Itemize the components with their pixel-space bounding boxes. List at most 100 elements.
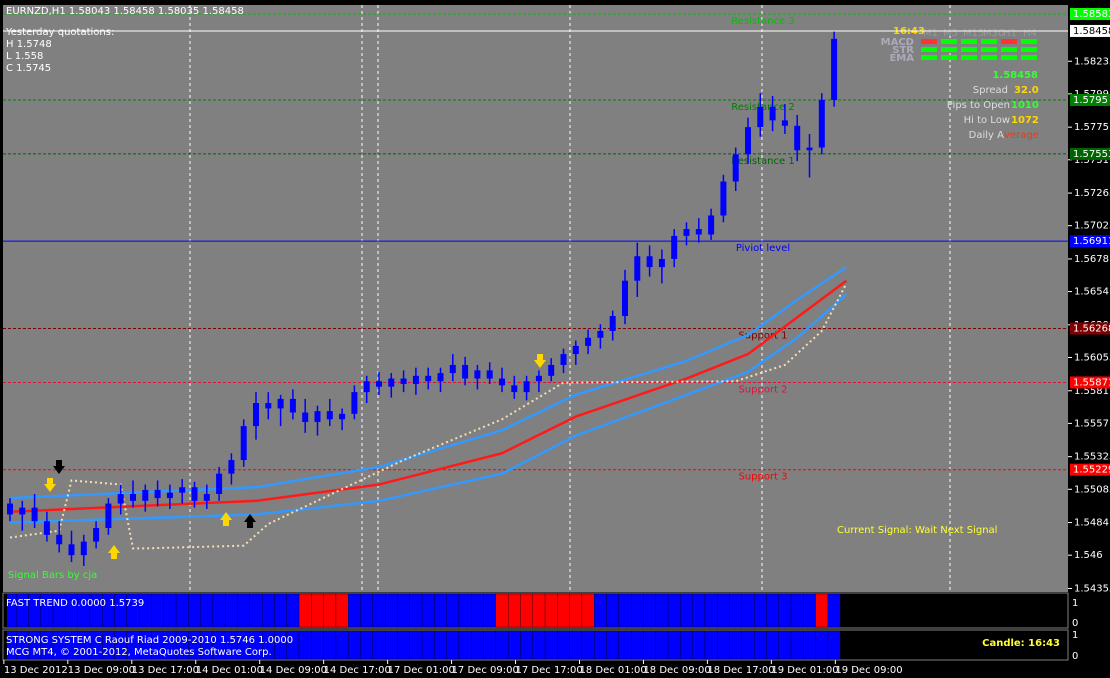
candle-body [449, 364, 456, 374]
hilo-label: Hi to Low [964, 115, 1010, 126]
cell [921, 47, 937, 52]
symbol-line: EURNZD,H1 1.58043 1.58458 1.58035 1.5845… [6, 6, 244, 17]
trend-bar [409, 630, 423, 660]
cell [961, 47, 977, 52]
level-price: 1.5795 [1073, 95, 1108, 106]
candle-body [794, 125, 801, 151]
cell [1021, 55, 1037, 60]
cell [961, 39, 977, 44]
copyright: MCG MT4, © 2001-2012, MetaQuotes Softwar… [6, 647, 272, 658]
up-arrow [244, 514, 256, 528]
trend-bar [151, 593, 164, 628]
trend-bar [507, 630, 521, 660]
cell [921, 39, 937, 44]
level-price: 1.55229 [1073, 465, 1110, 476]
y-high: H 1.5748 [6, 39, 52, 50]
timeframe: H4 [1023, 28, 1037, 39]
trend-bar [569, 630, 583, 660]
x-tick-label: 13 Dec 2012 [4, 665, 68, 676]
cell [1001, 39, 1017, 44]
trend-bar [532, 630, 546, 660]
current-box [1070, 24, 1110, 37]
candle-body [166, 492, 173, 499]
y-tick-label: 1.5678 [1074, 254, 1109, 265]
candle-body [351, 392, 358, 414]
cell [941, 47, 957, 52]
x-tick-label: 18 Dec 17:00 [707, 665, 774, 676]
candle-body [646, 256, 653, 268]
candle-body [597, 330, 604, 338]
price: 1.58458 [992, 70, 1038, 81]
candle-body [240, 426, 247, 461]
down-arrow [534, 354, 546, 368]
x-tick-label: 19 Dec 09:00 [835, 665, 902, 676]
level-box [1070, 93, 1110, 106]
level-name: Piviot level [736, 243, 790, 254]
trend-bar [803, 630, 816, 660]
spread: 32.0 [1014, 85, 1039, 96]
trend-bar [311, 630, 324, 660]
cell [1001, 47, 1017, 52]
x-tick-label: 17 Dec 01:00 [388, 665, 455, 676]
panel-bottom: 0 [1072, 618, 1078, 629]
daily: verage [1004, 130, 1039, 141]
level-box [1070, 7, 1110, 20]
level-box [1070, 376, 1110, 389]
trend-bar [704, 593, 718, 628]
y-tick-label: 1.5484 [1074, 518, 1109, 529]
cell [921, 55, 937, 60]
candle-body [302, 412, 309, 423]
trend-bar [471, 593, 484, 628]
candle-body [757, 106, 764, 128]
timeframe: M30 [983, 28, 1004, 39]
trend-bar [631, 593, 644, 628]
trend-bar [692, 630, 706, 660]
trend-bar [434, 630, 447, 660]
candle-body [745, 127, 751, 155]
trend-bar [631, 630, 644, 660]
trend-bar [741, 593, 755, 628]
trend-bar [717, 593, 730, 628]
candle-body [31, 507, 38, 522]
candle-body [277, 398, 284, 409]
trend-bar [766, 593, 779, 628]
candle-body [56, 534, 63, 545]
candle-body [486, 370, 493, 379]
trend-bar [175, 593, 189, 628]
trend-bar [766, 630, 779, 660]
x-tick-label: 13 Dec 09:00 [68, 665, 135, 676]
panel-bottom: 0 [1072, 651, 1078, 662]
candle-body [130, 494, 136, 501]
y-tick-label: 1.55325 [1074, 452, 1110, 463]
row-label: MACD [881, 37, 914, 48]
candle-body [622, 280, 628, 317]
x-tick-label: 18 Dec 09:00 [643, 665, 710, 676]
candle-body [253, 402, 259, 427]
trend-bar [803, 593, 816, 628]
trend-bar [372, 593, 386, 628]
y-tick-label: 1.546 [1074, 550, 1103, 561]
trend-bar [704, 630, 718, 660]
level-box [1070, 322, 1110, 335]
trend-bar [606, 593, 619, 628]
trend-bar [434, 593, 447, 628]
trend-bar [680, 630, 693, 660]
candle-body [511, 385, 518, 393]
candle-body [363, 381, 370, 393]
level-box [1070, 147, 1110, 160]
candle-body [203, 494, 210, 501]
up-arrow [108, 545, 120, 559]
candle-body [523, 381, 530, 393]
candle-body [191, 487, 198, 501]
trend-bar [495, 630, 509, 660]
fast-trend-label: FAST TREND 0.0000 1.5739 [6, 598, 144, 609]
cell [981, 39, 997, 44]
candle-body [314, 411, 321, 423]
candle-body [658, 258, 665, 268]
indicator-line [9, 279, 848, 513]
trend-bar [397, 593, 410, 628]
